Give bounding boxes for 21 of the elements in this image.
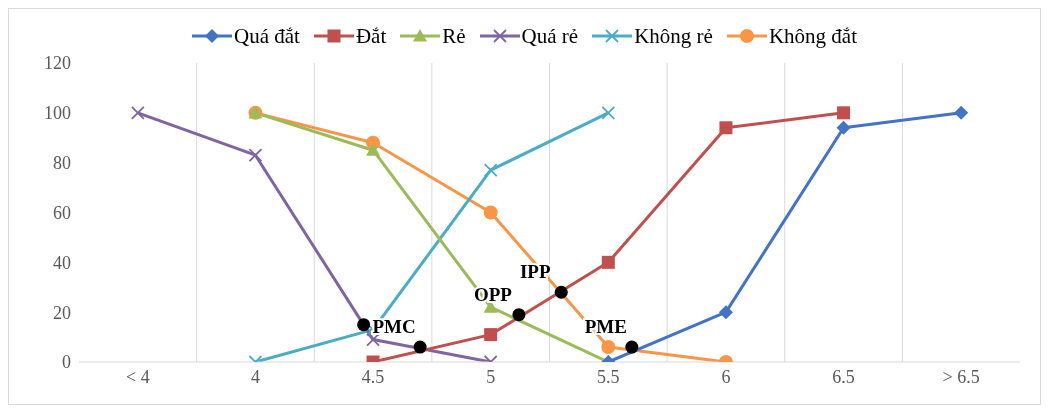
x-tick-label: 5.5 [597,366,620,387]
legend-label: Không đắt [768,23,857,49]
y-tick-label: 120 [44,53,71,74]
legend-label: Quá rẻ [521,23,579,49]
x-tick-label: > 6.5 [942,366,980,387]
x-tick-label: 6 [721,366,731,387]
y-tick-label: 100 [44,103,71,124]
x-tick-label: 6.5 [832,366,855,387]
y-tick-label: 20 [53,302,71,323]
legend-label: Rẻ [442,23,466,49]
y-tick-label: 40 [53,252,71,273]
legend-label: Quá đắt [234,23,300,49]
legend-label: Đắt [355,23,387,49]
x-tick-label: < 4 [125,366,150,387]
y-tick-label: 60 [53,202,71,223]
legend-label: Không rẻ [634,23,713,49]
x-tick-label: 4.5 [361,366,385,387]
y-tick-label: 80 [53,153,71,174]
y-tick-label: 0 [62,352,71,373]
x-tick-label: 5 [486,366,496,387]
x-tick-label: 4 [250,366,260,387]
